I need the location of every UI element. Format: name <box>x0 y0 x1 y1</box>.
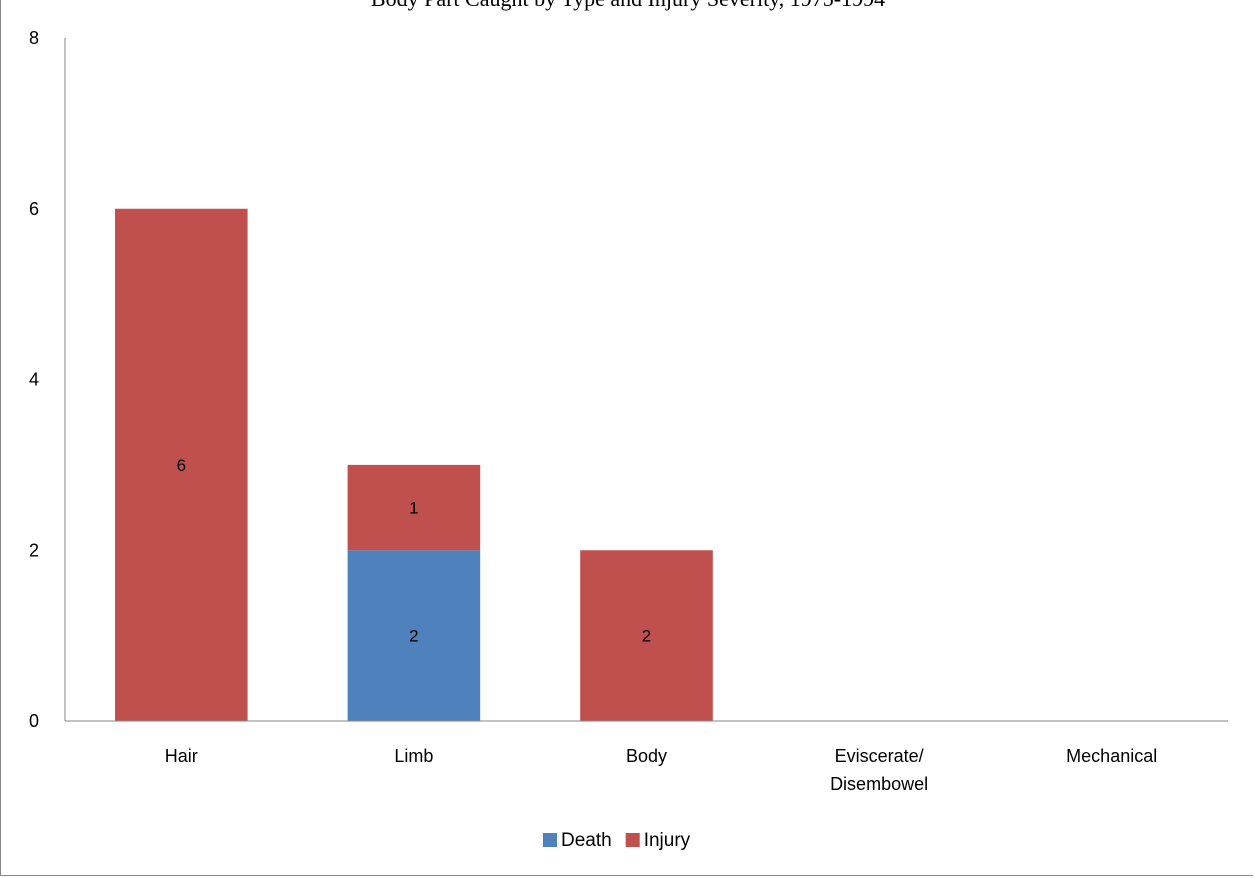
x-tick-label: Disembowel <box>830 774 928 794</box>
x-tick-label: Limb <box>394 746 433 766</box>
bar-injury <box>347 464 481 551</box>
bars <box>115 208 713 721</box>
y-tick-label: 0 <box>29 711 39 731</box>
x-tick-label: Eviscerate/ <box>835 746 924 766</box>
y-axis-ticks: 0 2 4 6 8 <box>29 28 39 731</box>
data-label: 1 <box>409 499 418 518</box>
data-label: 2 <box>642 627 651 646</box>
chart-title: Body Part Caught by Type and Injury Seve… <box>371 0 885 11</box>
y-tick-label: 4 <box>29 370 39 390</box>
data-label: 6 <box>177 456 186 475</box>
y-tick-label: 8 <box>29 28 39 48</box>
bar-injury <box>580 550 713 721</box>
x-tick-label: Mechanical <box>1066 746 1157 766</box>
data-labels: 6 2 1 2 <box>177 456 652 646</box>
bar-injury <box>115 208 248 721</box>
legend: Death Injury <box>543 830 691 851</box>
legend-swatch <box>543 833 557 847</box>
x-tick-label: Hair <box>165 746 198 766</box>
legend-swatch <box>625 833 640 847</box>
y-tick-label: 6 <box>29 199 39 219</box>
legend-label: Injury <box>644 830 691 851</box>
legend-label: Death <box>561 830 612 851</box>
x-axis-labels: Hair Limb Body Eviscerate/Disembowel Mechani… <box>165 746 1157 794</box>
y-tick-label: 2 <box>29 540 39 560</box>
x-tick-label: Body <box>626 746 667 766</box>
data-label: 2 <box>409 627 418 646</box>
bar-death <box>347 550 481 721</box>
